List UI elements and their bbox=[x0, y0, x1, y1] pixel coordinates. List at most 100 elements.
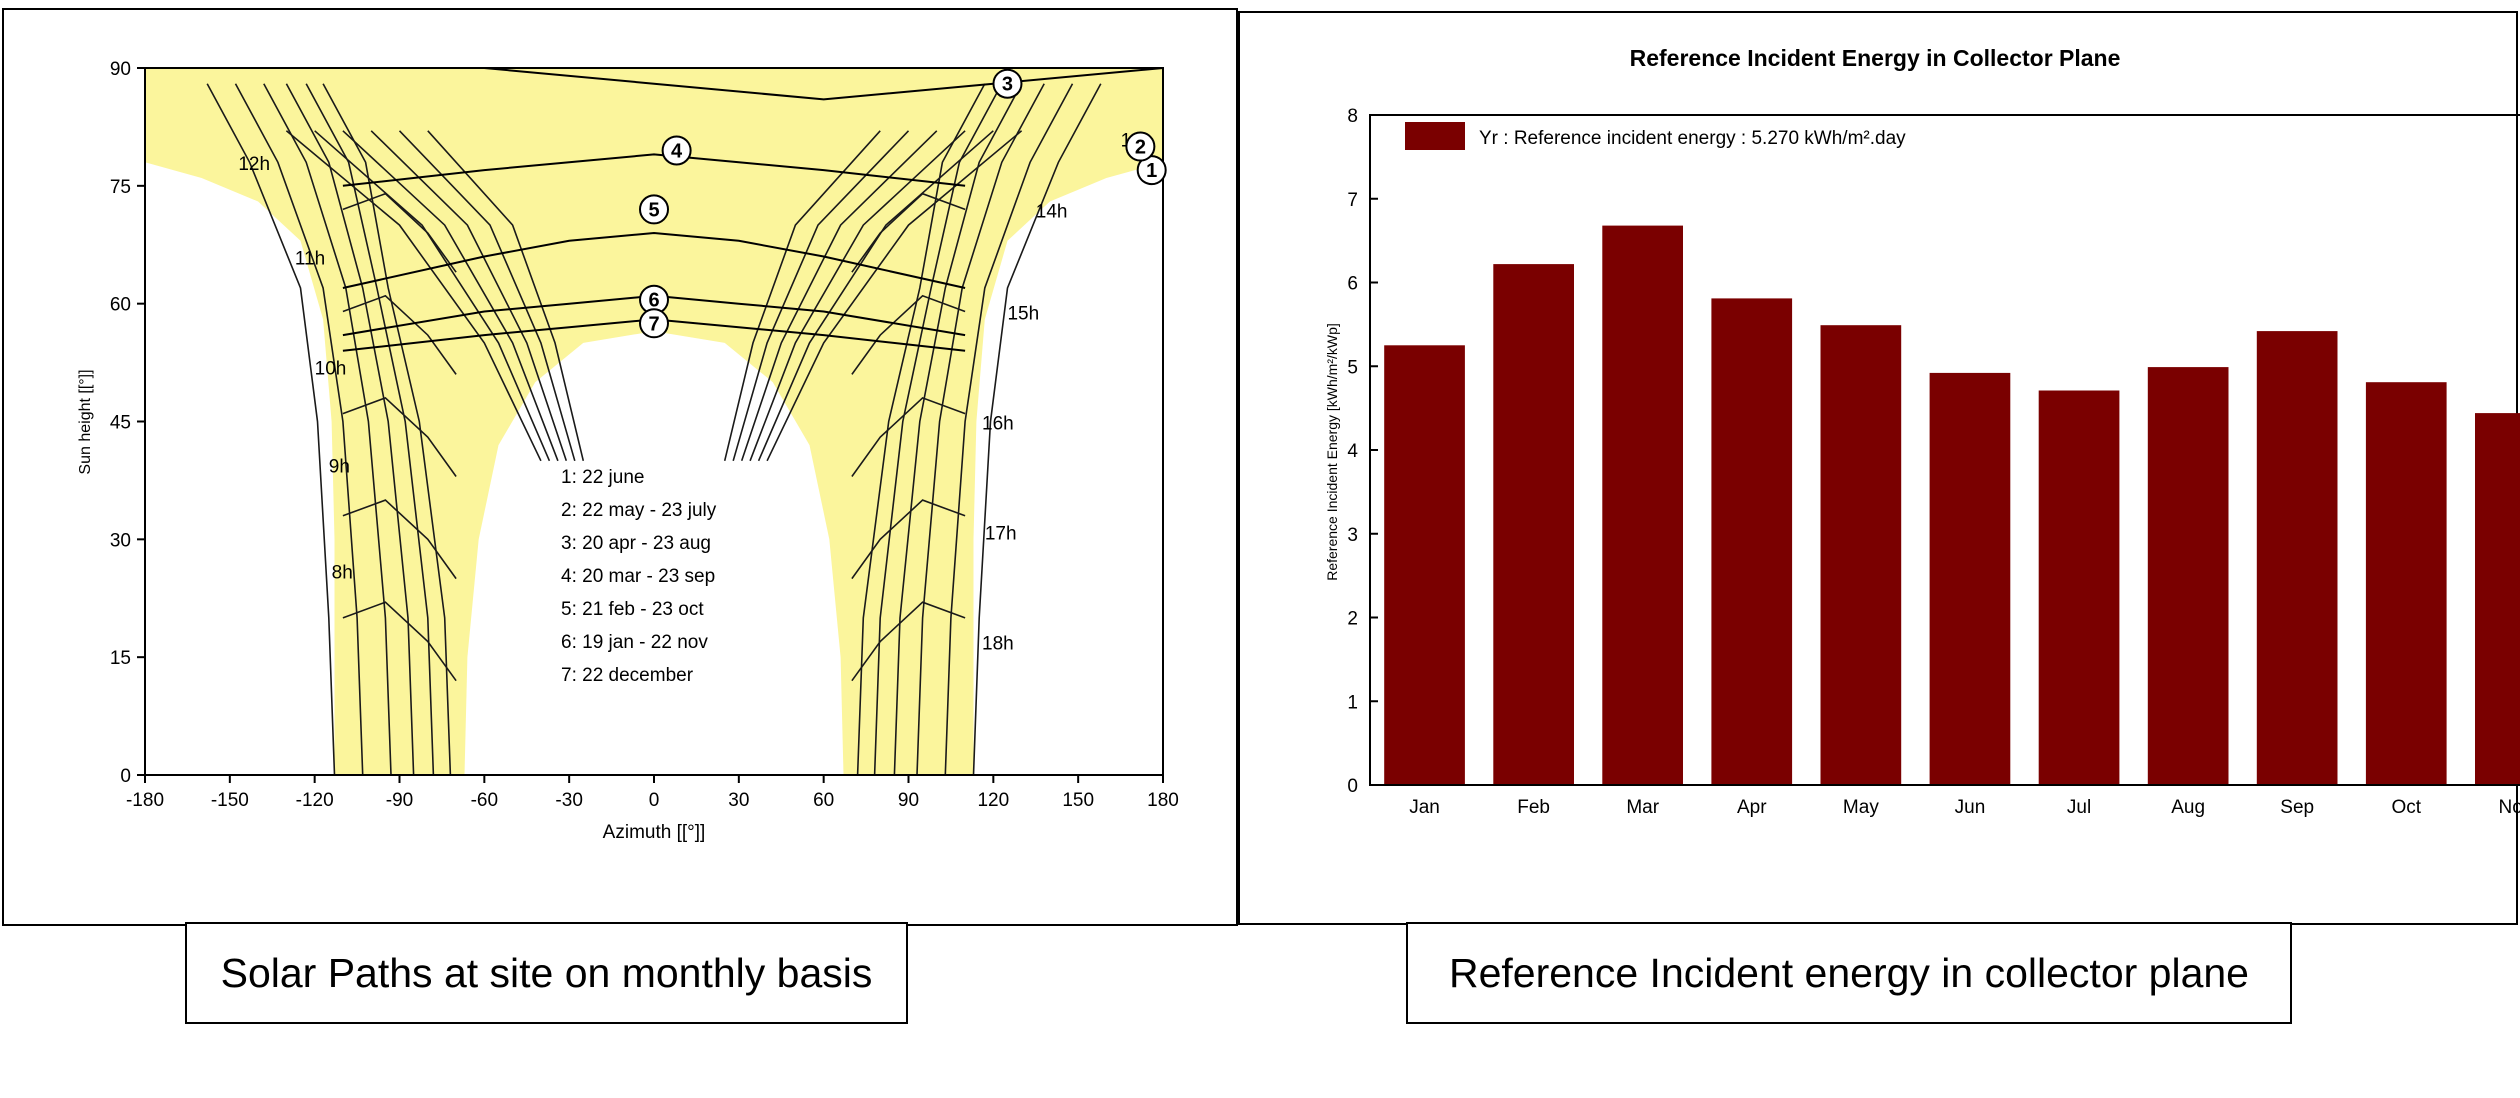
month-label: Nov bbox=[2498, 797, 2520, 818]
solar-legend-entry: 3: 20 apr - 23 aug bbox=[561, 533, 711, 554]
energy-chart-title: Reference Incident Energy in Collector P… bbox=[1630, 45, 2121, 71]
energy-y-tick-label: 3 bbox=[1347, 525, 1358, 546]
sun-visibility-area bbox=[145, 68, 1163, 776]
bar-jun bbox=[1929, 372, 2011, 785]
month-label: Jul bbox=[2067, 797, 2091, 818]
solar-paths-caption: Solar Paths at site on monthly basis bbox=[185, 922, 908, 1024]
bar-mar bbox=[1602, 225, 1683, 786]
solar-x-tick-label: -180 bbox=[126, 790, 164, 811]
solar-legend-entry: 1: 22 june bbox=[561, 467, 644, 488]
bar-nov bbox=[2475, 413, 2520, 785]
path-number-markers: 12 3 4 5 67 bbox=[639, 68, 1167, 339]
sun-path-5 bbox=[342, 231, 966, 289]
solar-x-tick-label: 0 bbox=[649, 790, 660, 811]
energy-legend-label: Yr : Reference incident energy : 5.270 k… bbox=[1479, 128, 1906, 149]
month-label: Jan bbox=[1409, 797, 1440, 818]
energy-y-tick-label: 2 bbox=[1347, 609, 1358, 630]
analemma-pm bbox=[851, 601, 966, 682]
month-label: Mar bbox=[1626, 797, 1659, 818]
hour-line-am bbox=[285, 83, 415, 776]
solar-x-tick-label: 90 bbox=[898, 790, 919, 811]
bar-oct bbox=[2365, 382, 2447, 785]
hour-line-am bbox=[322, 83, 452, 776]
solar-y-tick-label: 0 bbox=[120, 766, 131, 787]
energy-y-tick-label: 4 bbox=[1347, 441, 1358, 462]
path-marker-label: 6 bbox=[648, 290, 659, 312]
path-marker-circle bbox=[639, 194, 669, 225]
hour-line-pm bbox=[856, 83, 986, 776]
bar-apr bbox=[1711, 298, 1793, 785]
solar-legend: 1: 22 june 2: 22 may - 23 july 3: 20 apr -… bbox=[561, 467, 717, 686]
energy-legend-swatch bbox=[1405, 122, 1465, 150]
analemma-am bbox=[342, 601, 457, 682]
month-label: Feb bbox=[1517, 797, 1550, 818]
analemma-am bbox=[342, 396, 457, 477]
solar-grid bbox=[206, 83, 1102, 776]
diagonal-am bbox=[427, 130, 585, 461]
solar-x-tick-label: 180 bbox=[1147, 790, 1179, 811]
energy-y-tick-label: 7 bbox=[1347, 190, 1358, 211]
solar-y-tick-label: 30 bbox=[110, 530, 131, 551]
hour-line-am bbox=[206, 83, 336, 776]
solar-x-tick-label: -90 bbox=[386, 790, 413, 811]
hour-label: 16h bbox=[982, 413, 1014, 434]
month-label: Aug bbox=[2171, 797, 2205, 818]
month-label: May bbox=[1843, 797, 1879, 818]
month-label: Apr bbox=[1737, 797, 1767, 818]
energy-y-tick-label: 8 bbox=[1347, 106, 1358, 127]
bar-jan bbox=[1384, 345, 1465, 785]
analemma-am bbox=[342, 192, 457, 273]
month-label: Oct bbox=[2392, 797, 2422, 818]
solar-x-tick-label: 150 bbox=[1062, 790, 1094, 811]
diagonal-am bbox=[342, 130, 559, 462]
diagonal-pm bbox=[749, 130, 966, 462]
solar-axis-ticks: -180 -150 -120 -90 -60 -30 0 30 60 90 120 150 180015… bbox=[110, 59, 1179, 811]
incident-energy-panel: Reference Incident Energy in Collector P… bbox=[1238, 11, 2520, 925]
analemma-pm bbox=[851, 192, 966, 273]
bar-jul bbox=[2038, 390, 2120, 785]
solar-legend-entry: 2: 22 may - 23 july bbox=[561, 500, 717, 521]
diagonal-am bbox=[314, 130, 551, 462]
solar-y-tick-label: 75 bbox=[110, 177, 131, 198]
solar-y-tick-label: 45 bbox=[110, 413, 131, 434]
analemma-pm bbox=[851, 499, 966, 580]
path-marker-label: 1 bbox=[1146, 160, 1157, 182]
path-marker-label: 4 bbox=[671, 140, 683, 162]
path-marker-label: 5 bbox=[648, 199, 659, 221]
solar-legend-entry: 4: 20 mar - 23 sep bbox=[561, 566, 715, 587]
solar-x-tick-label: -30 bbox=[555, 790, 582, 811]
energy-y-tick-label: 5 bbox=[1347, 357, 1358, 378]
analemma-pm bbox=[851, 294, 966, 375]
solar-x-tick-label: 30 bbox=[728, 790, 749, 811]
hour-label: 8h bbox=[332, 563, 353, 584]
hour-label: 15h bbox=[1007, 303, 1039, 324]
diagonal-pm bbox=[757, 130, 994, 462]
solar-x-tick-label: -150 bbox=[211, 790, 249, 811]
path-marker-circle bbox=[639, 308, 669, 339]
diagonal-pm bbox=[723, 130, 881, 461]
bar-feb bbox=[1493, 264, 1574, 786]
diagonal-am bbox=[285, 130, 542, 462]
month-label: Jun bbox=[1955, 797, 1986, 818]
solar-x-tick-label: -120 bbox=[296, 790, 334, 811]
path-marker-label: 7 bbox=[648, 313, 659, 335]
path-marker-label: 2 bbox=[1135, 137, 1146, 159]
solar-x-tick-label: 120 bbox=[977, 790, 1009, 811]
sun-path-4 bbox=[342, 153, 966, 187]
bar-aug bbox=[2147, 367, 2229, 785]
hour-label: 17h bbox=[985, 523, 1017, 544]
path-marker-circle bbox=[661, 135, 692, 166]
analemma-am bbox=[342, 499, 457, 580]
hour-line-pm bbox=[972, 83, 1102, 776]
bar-sep bbox=[2256, 331, 2338, 785]
solar-y-tick-label: 90 bbox=[110, 59, 131, 80]
hour-line-pm bbox=[944, 83, 1074, 776]
hour-line-am bbox=[234, 83, 364, 776]
diagonal-pm bbox=[766, 130, 1023, 462]
energy-y-tick-label: 0 bbox=[1347, 776, 1358, 797]
diagonal-pm bbox=[732, 130, 910, 462]
hour-label: 10h bbox=[315, 358, 347, 379]
path-marker-circle bbox=[992, 68, 1023, 99]
path-marker-circle bbox=[1125, 131, 1156, 162]
hour-label: 11h bbox=[295, 248, 325, 269]
